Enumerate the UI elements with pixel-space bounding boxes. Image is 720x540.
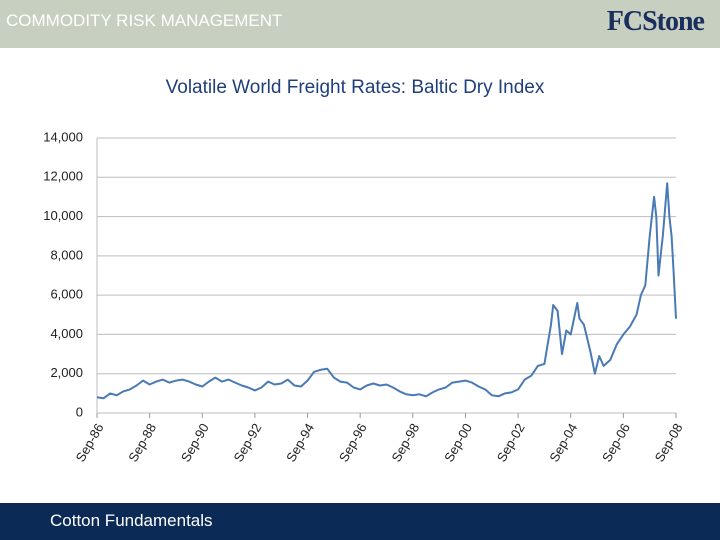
chart: Volatile World Freight Rates: Baltic Dry… <box>43 77 686 465</box>
y-tick-label: 8,000 <box>50 247 83 262</box>
footer-text: Cotton Fundamentals <box>50 511 213 530</box>
y-tick-label: 4,000 <box>50 326 83 341</box>
x-tick-label: Sep-90 <box>178 421 212 465</box>
y-tick-label: 10,000 <box>43 208 83 223</box>
x-tick-label: Sep-98 <box>388 421 422 465</box>
x-tick-label: Sep-04 <box>546 421 580 465</box>
y-tick-label: 0 <box>76 404 83 419</box>
y-tick-label: 12,000 <box>43 169 83 184</box>
x-tick-label: Sep-86 <box>73 421 107 465</box>
y-tick-label: 6,000 <box>50 287 83 302</box>
x-tick-label: Sep-94 <box>283 421 317 465</box>
x-tick-label: Sep-00 <box>441 421 475 465</box>
x-tick-label: Sep-06 <box>599 421 633 465</box>
chart-title: Volatile World Freight Rates: Baltic Dry… <box>166 77 545 98</box>
x-tick-label: Sep-08 <box>652 421 686 465</box>
y-tick-label: 14,000 <box>43 129 83 144</box>
x-tick-label: Sep-96 <box>336 421 370 465</box>
banner: COMMODITY RISK MANAGEMENT FCStone <box>0 0 720 48</box>
x-tick-label: Sep-88 <box>125 421 159 465</box>
y-tick-label: 2,000 <box>50 365 83 380</box>
footer: Cotton Fundamentals <box>0 503 720 540</box>
logo: FCStone <box>606 6 705 37</box>
banner-title: COMMODITY RISK MANAGEMENT <box>6 11 283 30</box>
line-series <box>96 182 677 400</box>
x-tick-label: Sep-02 <box>494 421 528 465</box>
x-tick-label: Sep-92 <box>231 421 265 465</box>
